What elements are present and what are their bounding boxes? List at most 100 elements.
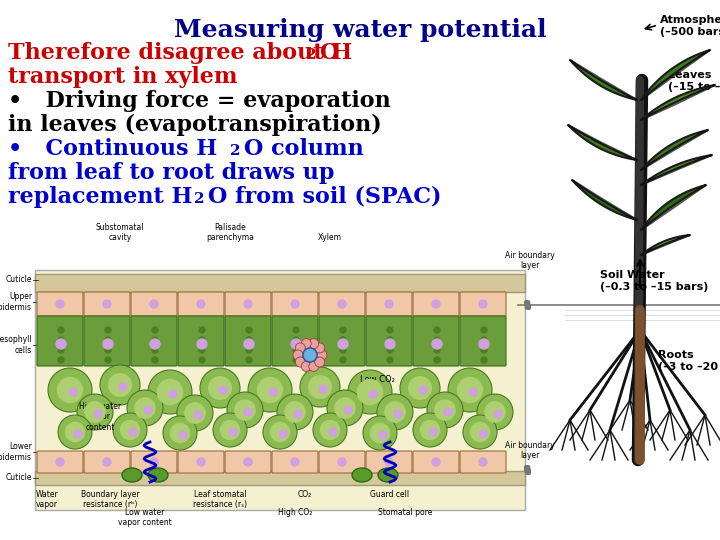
Circle shape — [340, 347, 346, 353]
Circle shape — [432, 458, 440, 466]
Circle shape — [291, 458, 299, 466]
Circle shape — [309, 339, 319, 349]
Circle shape — [444, 408, 452, 416]
Polygon shape — [572, 180, 637, 220]
Circle shape — [348, 370, 392, 414]
Circle shape — [113, 413, 147, 447]
Circle shape — [308, 375, 332, 399]
Circle shape — [199, 347, 205, 353]
Circle shape — [429, 428, 437, 436]
Circle shape — [257, 377, 283, 403]
FancyBboxPatch shape — [460, 316, 506, 366]
Circle shape — [56, 458, 64, 466]
FancyBboxPatch shape — [225, 292, 271, 316]
Text: 2: 2 — [230, 144, 240, 158]
Circle shape — [150, 458, 158, 466]
Circle shape — [320, 420, 341, 440]
Circle shape — [456, 377, 483, 403]
Circle shape — [129, 428, 137, 436]
Circle shape — [152, 347, 158, 353]
Circle shape — [303, 348, 317, 362]
Circle shape — [293, 347, 299, 353]
Circle shape — [293, 337, 299, 343]
Circle shape — [94, 410, 102, 418]
Circle shape — [293, 357, 299, 363]
Circle shape — [313, 413, 347, 447]
Text: Leaf stomatal
resistance (rₛ): Leaf stomatal resistance (rₛ) — [193, 490, 247, 509]
Circle shape — [199, 327, 205, 333]
Circle shape — [200, 368, 240, 408]
Text: High CO₂: High CO₂ — [278, 508, 312, 517]
Circle shape — [184, 402, 206, 424]
Ellipse shape — [122, 468, 142, 482]
Circle shape — [105, 357, 111, 363]
FancyBboxPatch shape — [84, 292, 130, 316]
Circle shape — [420, 420, 440, 440]
Circle shape — [340, 337, 346, 343]
Polygon shape — [641, 50, 710, 100]
Text: Air boundary
layer: Air boundary layer — [505, 251, 555, 270]
Text: Atmosphere
(–500 bars): Atmosphere (–500 bars) — [660, 15, 720, 37]
Circle shape — [65, 422, 85, 442]
Circle shape — [284, 401, 306, 423]
FancyBboxPatch shape — [178, 292, 224, 316]
Circle shape — [199, 357, 205, 363]
Circle shape — [84, 401, 106, 423]
FancyBboxPatch shape — [319, 451, 365, 473]
Circle shape — [394, 410, 402, 418]
Circle shape — [481, 327, 487, 333]
Circle shape — [105, 347, 111, 353]
Text: from leaf to root draws up: from leaf to root draws up — [8, 162, 334, 184]
Circle shape — [219, 386, 227, 394]
Circle shape — [408, 376, 432, 400]
FancyBboxPatch shape — [366, 316, 412, 366]
Circle shape — [377, 394, 413, 430]
Circle shape — [246, 337, 252, 343]
Circle shape — [103, 339, 113, 349]
Circle shape — [105, 337, 111, 343]
Circle shape — [477, 394, 513, 430]
Text: CO₂: CO₂ — [298, 490, 312, 499]
Text: Cuticle: Cuticle — [6, 275, 32, 285]
Circle shape — [58, 347, 64, 353]
Text: replacement H: replacement H — [8, 186, 192, 208]
Circle shape — [370, 423, 390, 443]
Circle shape — [384, 401, 406, 423]
Circle shape — [484, 401, 505, 423]
Circle shape — [244, 408, 252, 416]
FancyBboxPatch shape — [413, 292, 459, 316]
Circle shape — [479, 458, 487, 466]
Polygon shape — [568, 125, 637, 160]
Circle shape — [470, 422, 490, 442]
Circle shape — [294, 410, 302, 418]
Circle shape — [469, 388, 477, 396]
Circle shape — [177, 395, 213, 431]
Circle shape — [379, 431, 387, 439]
Circle shape — [58, 415, 92, 449]
Circle shape — [197, 300, 205, 308]
Ellipse shape — [352, 468, 372, 482]
Circle shape — [387, 357, 393, 363]
Circle shape — [481, 347, 487, 353]
Circle shape — [103, 458, 111, 466]
Circle shape — [338, 339, 348, 349]
Circle shape — [194, 411, 202, 419]
Circle shape — [119, 383, 127, 391]
Circle shape — [69, 388, 77, 396]
Circle shape — [434, 357, 440, 363]
Circle shape — [329, 428, 337, 436]
Circle shape — [338, 300, 346, 308]
FancyBboxPatch shape — [366, 292, 412, 316]
Circle shape — [148, 370, 192, 414]
Circle shape — [220, 420, 240, 440]
Circle shape — [413, 413, 447, 447]
Circle shape — [309, 361, 319, 372]
FancyBboxPatch shape — [84, 451, 130, 473]
Polygon shape — [641, 235, 690, 255]
Circle shape — [58, 327, 64, 333]
FancyBboxPatch shape — [225, 316, 271, 366]
Circle shape — [58, 337, 64, 343]
Text: Measuring water potential: Measuring water potential — [174, 18, 546, 42]
FancyBboxPatch shape — [178, 316, 224, 366]
Circle shape — [481, 337, 487, 343]
